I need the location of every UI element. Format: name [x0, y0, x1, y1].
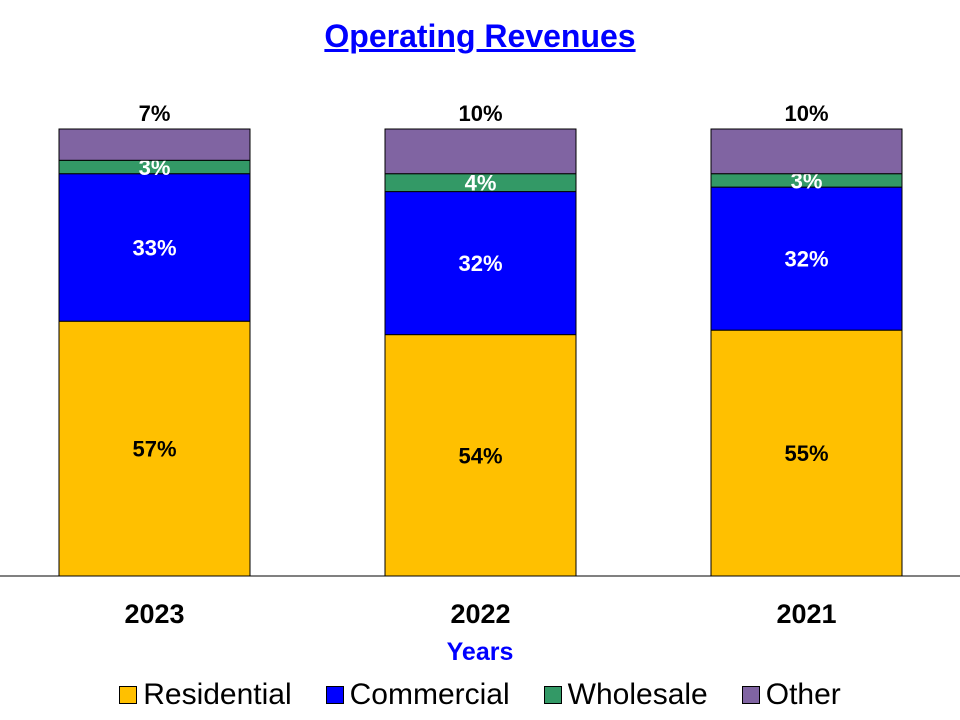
data-label-other-2022: 10%: [458, 101, 502, 126]
bar-other-2022: [384, 128, 577, 175]
data-label-other-2023: 7%: [139, 101, 171, 126]
legend-label: Wholesale: [567, 678, 708, 711]
legend-item-other: Other: [741, 678, 841, 712]
bar-residential-2021: [710, 329, 903, 577]
legend-label: Other: [765, 678, 841, 711]
data-label-wholesale-2022: 4%: [465, 171, 497, 196]
legend-swatch: [741, 686, 760, 704]
legend: Residential Commercial Wholesale Other: [0, 678, 960, 712]
x-axis-label: Years: [446, 638, 514, 666]
legend-label: Residential: [143, 678, 292, 711]
x-tick-label-2023: 2023: [124, 599, 184, 629]
data-label-commercial-2022: 32%: [458, 251, 502, 276]
x-tick-label-2021: 2021: [776, 599, 836, 629]
bar-commercial-2022: [384, 191, 577, 336]
chart-title: Operating Revenues: [324, 18, 636, 54]
data-label-commercial-2021: 32%: [784, 247, 828, 272]
data-label-residential-2021: 55%: [784, 441, 828, 466]
data-label-residential-2022: 54%: [458, 443, 502, 468]
legend-item-commercial: Commercial: [325, 678, 510, 712]
x-tick-label-2022: 2022: [450, 599, 510, 629]
data-label-other-2021: 10%: [784, 101, 828, 126]
bar-other-2023: [58, 128, 251, 161]
legend-swatch: [325, 686, 344, 704]
legend-item-residential: Residential: [119, 678, 292, 712]
bar-commercial-2021: [710, 186, 903, 331]
bar-other-2021: [710, 128, 903, 175]
data-label-commercial-2023: 33%: [132, 235, 176, 260]
data-label-residential-2023: 57%: [132, 437, 176, 462]
legend-item-wholesale: Wholesale: [543, 678, 708, 712]
legend-label: Commercial: [349, 678, 510, 711]
legend-swatch: [119, 686, 138, 704]
legend-swatch: [543, 686, 562, 704]
bar-residential-2023: [58, 320, 251, 577]
